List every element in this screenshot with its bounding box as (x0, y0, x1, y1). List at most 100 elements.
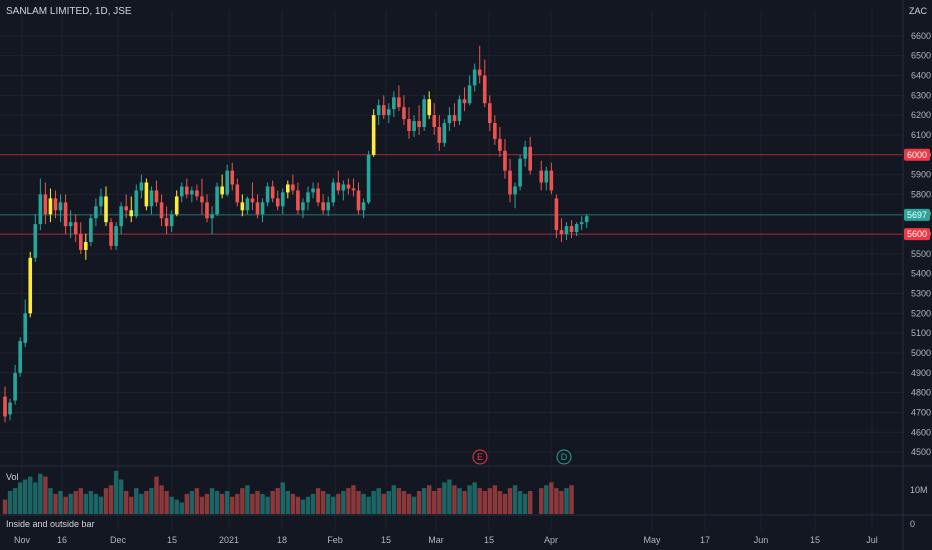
event-marker[interactable]: E (472, 449, 488, 465)
candle-body (472, 69, 477, 86)
volume-bar (497, 491, 503, 514)
candle-body (240, 202, 245, 211)
candle-body (503, 150, 507, 171)
x-tick-label: Nov (14, 535, 31, 545)
volume-bar (564, 488, 569, 514)
volume-bar (124, 491, 129, 514)
volume-bar (154, 476, 159, 514)
volume-bar (17, 482, 23, 514)
volume-bar (442, 482, 447, 514)
volume-bar (522, 493, 528, 514)
x-tick-label: 15 (484, 535, 494, 545)
y-tick-label: 6300 (911, 90, 931, 100)
volume-bar (401, 491, 407, 514)
candle-body (462, 99, 467, 104)
volume-bar (544, 485, 549, 514)
volume-bar (341, 491, 346, 514)
volume-bar (33, 482, 38, 514)
candle-body (28, 257, 33, 314)
candle-body (174, 196, 179, 215)
candle-body (477, 69, 482, 76)
time-axis[interactable]: Nov 16 Dec 15 2021 18 Feb 15 Mar 15 Apr May 17 Jun 15 J… (14, 535, 878, 545)
volume-bar (63, 496, 68, 514)
volume-bar (38, 473, 43, 514)
candle-body (63, 202, 68, 227)
candle-body (407, 119, 411, 131)
volume-bar (447, 479, 452, 514)
indicator-zero-label: 0 (910, 519, 915, 529)
y-tick-label: 5900 (911, 170, 931, 180)
price-axis[interactable]: 4500 4600 4700 4800 4900 5000 5100 5200 5300 5400… (904, 31, 931, 457)
volume-bar (502, 493, 508, 514)
candle-body (336, 182, 341, 191)
candle-body (513, 186, 517, 195)
volume-bar (129, 496, 134, 514)
y-tick-label: 4700 (911, 407, 931, 417)
volume-bar (517, 491, 523, 514)
candle-body (89, 218, 93, 242)
candle-body (78, 234, 83, 250)
candle-body (179, 186, 184, 197)
candle-body (539, 170, 544, 183)
volume-bar (118, 479, 124, 514)
price-lines (0, 154, 903, 235)
candle-body (8, 402, 12, 415)
candle-body (13, 372, 17, 401)
indicator-label: Inside and outside bar (6, 519, 95, 529)
volume-bar (28, 476, 33, 514)
candle-body (488, 103, 492, 124)
candle-body (564, 226, 569, 235)
chart-title: SANLAM LIMITED, 1D, JSE (6, 6, 132, 17)
event-marker[interactable]: D (556, 449, 572, 465)
volume-bar (199, 496, 205, 514)
candle-body (417, 121, 421, 128)
volume-bar (275, 488, 280, 514)
volume-bar (569, 485, 574, 514)
candle-body (270, 186, 275, 199)
candle-body (306, 192, 310, 203)
volume-bar (315, 488, 321, 514)
volume-bar (452, 485, 457, 514)
event-marker-circle[interactable] (472, 449, 488, 465)
x-tick-label: 2021 (219, 535, 239, 545)
y-tick-label: 5200 (911, 308, 931, 318)
volume-bar (149, 488, 154, 514)
volume-bar (366, 496, 371, 514)
y-tick-label: 4900 (911, 368, 931, 378)
candle-body (250, 198, 255, 203)
candle-body (301, 202, 305, 211)
x-tick-label: Jun (754, 535, 769, 545)
candle-body (84, 241, 88, 250)
volume-bar (559, 491, 564, 514)
candle-body (99, 196, 103, 207)
y-tick-label: 6100 (911, 130, 931, 140)
volume-bar (331, 496, 336, 514)
candle-body (371, 115, 376, 155)
candle-body (291, 184, 295, 191)
candle-body (437, 127, 442, 143)
candle-body (432, 115, 437, 128)
y-tick-label: 6200 (911, 110, 931, 120)
candle-body (43, 194, 48, 215)
candle-body (508, 170, 512, 195)
volume-bar (204, 493, 210, 514)
volume-bar (512, 485, 518, 514)
volume-bar (174, 499, 179, 514)
y-tick-label: 5800 (911, 189, 931, 199)
candle-body (109, 222, 113, 246)
candle-body (311, 188, 315, 193)
volume-bar (376, 488, 381, 514)
candle-body (38, 194, 43, 225)
event-marker-circle[interactable] (556, 449, 572, 465)
volume-bar (214, 491, 220, 514)
y-tick-label: 5300 (911, 289, 931, 299)
candle-body (493, 123, 497, 139)
candle-body (528, 146, 532, 171)
candle-body (326, 202, 330, 211)
candle-body (422, 99, 426, 128)
candle-body (376, 105, 381, 116)
candle-body (518, 158, 522, 187)
candle-body (235, 184, 240, 203)
volume-series (2, 470, 574, 514)
